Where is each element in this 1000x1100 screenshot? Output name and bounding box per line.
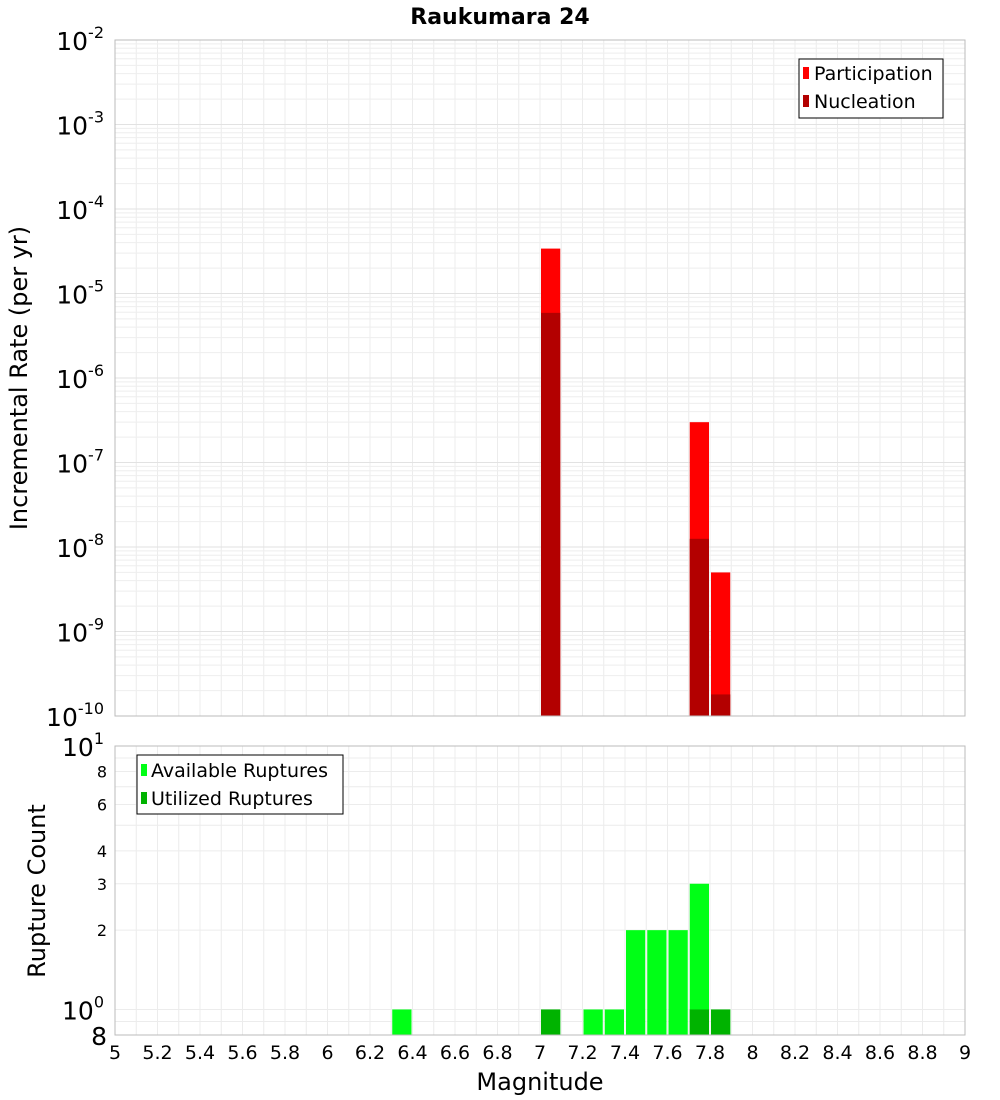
top-y-tick-label: 10-8	[56, 530, 104, 563]
nucleation-bar	[711, 694, 731, 716]
top-y-tick-label: 10-5	[56, 277, 104, 310]
bottom-legend: Available Ruptures Utilized Ruptures	[136, 754, 344, 815]
utilized-ruptures-bar	[689, 1009, 709, 1035]
x-tick-label: 6	[321, 1042, 333, 1064]
nucleation-bar	[689, 538, 709, 716]
top-grid	[114, 40, 966, 717]
bottom-bars	[392, 883, 731, 1035]
chart-title: Raukumara 24	[410, 5, 589, 30]
utilized-ruptures-bar	[541, 1009, 561, 1035]
bottom-legend-swatch	[141, 764, 147, 776]
available-ruptures-bar	[647, 930, 667, 1035]
x-tick-label: 8.4	[822, 1042, 852, 1064]
top-legend: Participation Nucleation	[798, 58, 944, 119]
bottom-y-minor-tick-label: 8	[91, 1022, 107, 1051]
bottom-plot-border	[114, 745, 966, 1036]
incremental-rate-panel: 10-10 10-9 10-8 10-7 10-6 10-5 10-4 10-3 10-2 In…	[5, 23, 966, 732]
top-legend-box	[798, 58, 944, 119]
participation-bar	[711, 572, 731, 716]
top-legend-swatch	[803, 95, 809, 107]
x-tick-label: 8.8	[907, 1042, 937, 1064]
top-bars	[541, 248, 731, 716]
x-tick-label: 8	[746, 1042, 758, 1064]
x-tick-label: 5.2	[142, 1042, 172, 1064]
top-legend-label: Nucleation	[814, 91, 916, 113]
top-legend-swatch	[803, 67, 809, 79]
x-tick-label: 6.8	[482, 1042, 512, 1064]
bottom-y-minor-tick-label: 8	[97, 763, 107, 782]
bottom-y-major-tick-label: 101	[62, 729, 104, 762]
top-plot-border	[114, 39, 966, 717]
x-tick-label: 8.2	[780, 1042, 810, 1064]
x-tick-label: 7	[534, 1042, 546, 1064]
bottom-y-minor-tick-label: 4	[97, 842, 107, 861]
top-y-tick-label: 10-9	[56, 615, 104, 648]
x-tick-label: 5.6	[227, 1042, 257, 1064]
x-tick-label: 7.8	[695, 1042, 725, 1064]
top-y-tick-label: 10-6	[56, 361, 104, 394]
nucleation-bar	[541, 312, 561, 716]
top-y-tick-label: 10-2	[56, 23, 104, 56]
bottom-legend-label: Available Ruptures	[151, 760, 328, 782]
bottom-y-minor-tick-label: 6	[97, 795, 107, 814]
x-tick-label: 6.4	[397, 1042, 427, 1064]
top-y-axis-label: Incremental Rate (per yr)	[5, 226, 33, 530]
x-tick-label: 8.6	[865, 1042, 895, 1064]
available-ruptures-bar	[626, 930, 646, 1035]
x-tick-label: 7.4	[610, 1042, 640, 1064]
top-y-tick-label: 10-7	[56, 446, 104, 479]
x-axis-label: Magnitude	[476, 1068, 603, 1096]
x-tick-label: 9	[959, 1042, 971, 1064]
top-y-tick-label: 10-10	[46, 699, 104, 732]
available-ruptures-bar	[668, 930, 688, 1035]
bottom-y-axis-label: Rupture Count	[23, 804, 51, 978]
top-y-tick-labels: 10-10 10-9 10-8 10-7 10-6 10-5 10-4 10-3 10-2	[46, 23, 104, 732]
bottom-y-major-tick-label: 100	[62, 992, 104, 1025]
x-tick-labels: 5 5.2 5.4 5.6 5.8 6 6.2 6.4 6.6 6.8 7 7.2 7.4 7.6 7.8 8…	[109, 1042, 971, 1064]
bottom-y-minor-tick-label: 3	[97, 875, 107, 894]
top-legend-label: Participation	[814, 63, 933, 85]
top-y-tick-label: 10-4	[56, 192, 104, 225]
x-tick-label: 7.2	[567, 1042, 597, 1064]
bottom-legend-box	[136, 754, 344, 815]
x-tick-label: 7.6	[652, 1042, 682, 1064]
bottom-legend-swatch	[141, 792, 147, 804]
x-tick-label: 5.4	[185, 1042, 215, 1064]
bottom-y-minor-tick-label: 2	[97, 921, 107, 940]
x-tick-label: 5.8	[270, 1042, 300, 1064]
top-y-tick-label: 10-3	[56, 108, 104, 141]
x-tick-label: 6.6	[440, 1042, 470, 1064]
utilized-ruptures-bar	[711, 1009, 731, 1035]
x-tick-label: 6.2	[355, 1042, 385, 1064]
available-ruptures-bar	[583, 1009, 603, 1035]
available-ruptures-bar	[689, 883, 709, 1035]
x-tick-label: 5	[109, 1042, 121, 1064]
available-ruptures-bar	[604, 1009, 624, 1035]
available-ruptures-bar	[392, 1009, 412, 1035]
bottom-legend-label: Utilized Ruptures	[151, 788, 313, 810]
